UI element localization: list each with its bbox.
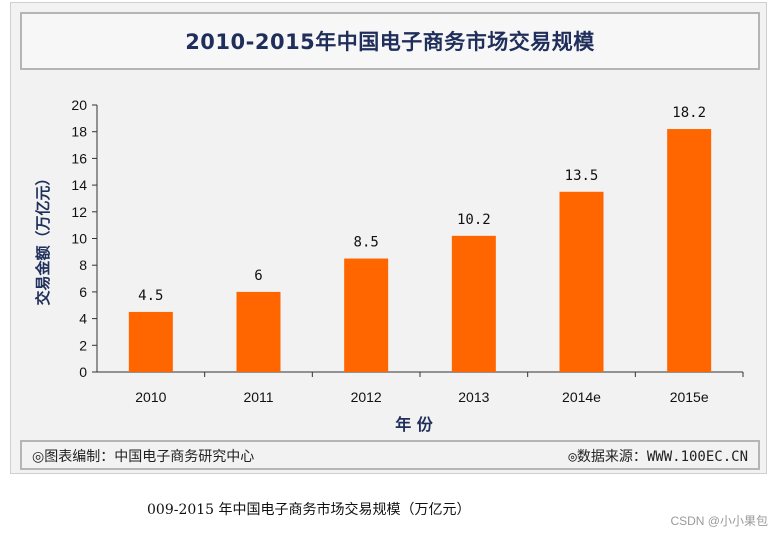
y-tick-label: 0 [79,364,87,380]
data-source-note: ◎数据来源：WWW.100EC.CN [568,449,748,465]
y-tick-label: 2 [79,337,87,353]
chart-bars [128,129,712,372]
data-label-2014e: 13.5 [565,168,599,184]
y-tick-label: 10 [71,231,87,247]
bar-chart: 0 2 4 6 8 10 12 14 16 18 20 交易金额（万亿元） 年 份 4.5 2010 6 20… [34,97,744,434]
y-tick-label: 14 [71,177,87,193]
x-axis-title: 年 份 [395,415,434,434]
figure-caption: 009-2015 年中国电子商务市场交易规模（万亿元） [147,502,471,518]
x-tick-label: 2014e [562,389,601,405]
y-axis-title: 交易金额（万亿元） [34,170,52,305]
bar-2011 [236,291,281,372]
chart-producer-note: ◎图表编制：中国电子商务研究中心 [32,449,255,465]
watermark: CSDN @小小果包 [670,514,768,528]
data-label-2010: 4.5 [138,288,163,304]
x-tick-label: 2010 [135,389,166,405]
data-label-2011: 6 [254,268,262,284]
chart-labels: 4.5 2010 6 2011 8.5 2012 10.2 2013 13.5 2014e 18.2… [135,105,709,405]
y-tick-label: 6 [79,284,87,300]
chart-title: 2010-2015年中国电子商务市场交易规模 [185,30,595,54]
y-tick-label: 4 [79,311,87,327]
x-tick-label: 2012 [351,389,382,405]
data-label-2012: 8.5 [354,235,379,251]
y-tick-label: 12 [71,204,87,220]
chart-title-box: 2010-2015年中国电子商务市场交易规模 [20,12,760,70]
chart-frame [10,2,767,474]
chart-footer: ◎图表编制：中国电子商务研究中心 ◎数据来源：WWW.100EC.CN [20,440,760,470]
x-tick-label: 2013 [458,389,489,405]
data-label-2015e: 18.2 [672,105,706,121]
bar-2014e [559,191,604,372]
bar-2015e [667,129,712,372]
x-tick-label: 2015e [670,389,709,405]
bar-2010 [128,311,173,372]
y-tick-label: 8 [79,257,87,273]
bar-2013 [451,235,496,372]
data-label-2013: 10.2 [457,212,491,228]
bar-2012 [344,258,389,372]
chart-axes: 0 2 4 6 8 10 12 14 16 18 20 交易金额（万亿元） 年 份 [34,97,744,434]
y-tick-label: 18 [71,124,87,140]
y-tick-label: 16 [71,150,87,166]
x-tick-label: 2011 [243,389,273,405]
y-tick-label: 20 [71,97,87,113]
